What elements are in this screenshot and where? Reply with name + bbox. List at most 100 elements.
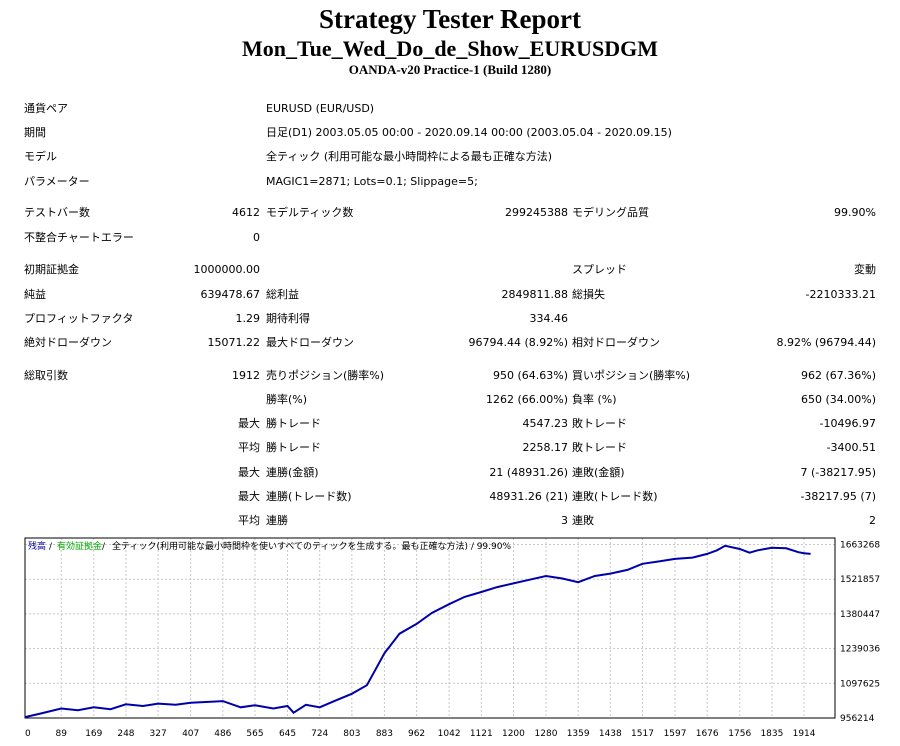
x-tick-label: 1438	[599, 729, 622, 739]
profit-factor-value: 1.29	[235, 312, 261, 325]
info-label-period: 期間	[24, 126, 46, 139]
consecutive-losses-money-label: 連敗(金額)	[572, 466, 625, 479]
loss-rate-label: 負率 (%)	[572, 393, 617, 406]
absolute-drawdown-label: 絶対ドローダウン	[24, 336, 112, 349]
avg-prefix: 平均	[238, 514, 260, 527]
mismatch-value: 0	[253, 231, 260, 244]
x-tick-label: 327	[150, 729, 167, 739]
x-tick-label: 962	[408, 729, 425, 739]
x-tick-label: 645	[279, 729, 296, 739]
y-tick-label: 1521857	[840, 575, 880, 585]
info-label-model: モデル	[24, 150, 57, 163]
spread-value: 変動	[854, 263, 876, 276]
gross-loss-label: 総損失	[572, 288, 605, 301]
info-label-symbol: 通貨ペア	[24, 102, 68, 115]
x-tick-label: 248	[117, 729, 134, 739]
info-value-period: 日足(D1) 2003.05.05 00:00 - 2020.09.14 00:…	[266, 126, 672, 139]
average-consecutive-wins-value: 3	[561, 514, 568, 527]
quality-label: モデリング品質	[572, 206, 649, 219]
ticks-label: モデルティック数	[266, 206, 354, 219]
long-positions-value: 962 (67.36%)	[800, 369, 876, 382]
maximal-drawdown-label: 最大ドローダウン	[266, 336, 354, 349]
gross-profit-label: 総利益	[266, 288, 299, 301]
balance-chart: 残高 / 有効証拠金 / 全ティック(利用可能な最小時間枠を使いすべてのティック…	[24, 537, 880, 739]
consecutive-wins-money-value: 21 (48931.26)	[489, 466, 568, 479]
legend-description: 全ティック(利用可能な最小時間枠を使いすべてのティックを生成する。最も正確な方法…	[112, 540, 511, 552]
gross-loss-value: -2210333.21	[805, 288, 876, 301]
largest-loss-value: -10496.97	[819, 417, 876, 430]
info-value-model: 全ティック (利用可能な最小時間枠による最も正確な方法)	[266, 150, 553, 163]
win-rate-value: 1262 (66.00%)	[485, 393, 568, 406]
balance-line	[24, 544, 811, 719]
x-tick-label: 0	[25, 729, 31, 739]
expected-payoff-label: 期待利得	[266, 312, 310, 325]
x-tick-label: 803	[343, 729, 360, 739]
legend-equity: 有効証拠金	[57, 540, 102, 552]
short-positions-label: 売りポジション(勝率%)	[266, 369, 385, 382]
bars-label: テストバー数	[24, 206, 90, 219]
x-tick-label: 169	[85, 729, 102, 739]
win-rate-label: 勝率(%)	[266, 393, 308, 406]
deposit-value: 1000000.00	[193, 263, 260, 276]
avg-prefix: 平均	[238, 441, 260, 454]
chart-frame	[24, 537, 836, 719]
average-loss-label: 敗トレード	[572, 441, 627, 454]
absolute-drawdown-value: 15071.22	[207, 336, 261, 349]
y-tick-label: 1380447	[840, 610, 880, 620]
maximal-drawdown-value: 96794.44 (8.92%)	[468, 336, 568, 349]
average-consecutive-wins-label: 連勝	[266, 514, 288, 527]
x-tick-label: 1676	[696, 729, 719, 739]
y-tick-label: 956214	[840, 714, 875, 724]
y-tick-label: 1239036	[840, 645, 880, 655]
average-consecutive-losses-label: 連敗	[572, 514, 594, 527]
expected-payoff-value: 334.46	[529, 312, 569, 325]
average-win-value: 2258.17	[522, 441, 569, 454]
bars-value: 4612	[232, 206, 260, 219]
deposit-label: 初期証拠金	[24, 263, 79, 276]
report-subtitle: Mon_Tue_Wed_Do_de_Show_EURUSDGM	[241, 36, 659, 61]
info-value-parameters: MAGIC1=2871; Lots=0.1; Slippage=5;	[266, 175, 478, 188]
total-trades-value: 1912	[232, 369, 260, 382]
x-tick-label: 1835	[760, 729, 783, 739]
x-tick-label: 883	[376, 729, 393, 739]
consecutive-wins-count-value: 48931.26 (21)	[489, 490, 568, 503]
relative-drawdown-value: 8.92% (96794.44)	[776, 336, 876, 349]
largest-win-label: 勝トレード	[266, 417, 321, 430]
x-tick-label: 724	[311, 729, 328, 739]
x-tick-label: 407	[182, 729, 199, 739]
info-label-parameters: パラメーター	[24, 175, 90, 188]
net-profit-label: 純益	[24, 288, 46, 301]
y-tick-label: 1663268	[840, 541, 880, 551]
x-tick-label: 1042	[438, 729, 461, 739]
largest-loss-label: 敗トレード	[572, 417, 627, 430]
loss-rate-value: 650 (34.00%)	[800, 393, 876, 406]
max-prefix: 最大	[238, 490, 260, 503]
profit-factor-label: プロフィットファクタ	[24, 312, 134, 325]
x-tick-label: 1121	[470, 729, 493, 739]
ticks-value: 299245388	[505, 206, 568, 219]
legend-balance: 残高	[28, 540, 46, 552]
chart-grid	[24, 538, 835, 719]
net-profit-value: 639478.67	[200, 288, 261, 301]
x-tick-label: 565	[246, 729, 263, 739]
report-title: Strategy Tester Report	[319, 4, 581, 34]
x-tick-label: 89	[55, 729, 67, 739]
mismatch-label: 不整合チャートエラー	[24, 231, 134, 244]
x-tick-label: 1914	[793, 729, 816, 739]
average-win-label: 勝トレード	[266, 441, 321, 454]
server-build: OANDA-v20 Practice-1 (Build 1280)	[348, 62, 552, 77]
relative-drawdown-label: 相対ドローダウン	[572, 336, 660, 349]
legend-sep-1: /	[49, 542, 53, 552]
total-trades-label: 総取引数	[24, 369, 68, 382]
short-positions-value: 950 (64.63%)	[492, 369, 568, 382]
info-value-symbol: EURUSD (EUR/USD)	[266, 102, 375, 115]
max-prefix: 最大	[238, 417, 260, 430]
x-tick-label: 1359	[567, 729, 590, 739]
x-tick-label: 1756	[728, 729, 751, 739]
consecutive-wins-count-label: 連勝(トレード数)	[266, 490, 352, 503]
largest-win-value: 4547.23	[522, 417, 569, 430]
max-prefix: 最大	[238, 466, 260, 479]
x-tick-label: 1597	[664, 729, 687, 739]
gross-profit-value: 2849811.88	[501, 288, 568, 301]
consecutive-losses-count-label: 連敗(トレード数)	[572, 490, 658, 503]
